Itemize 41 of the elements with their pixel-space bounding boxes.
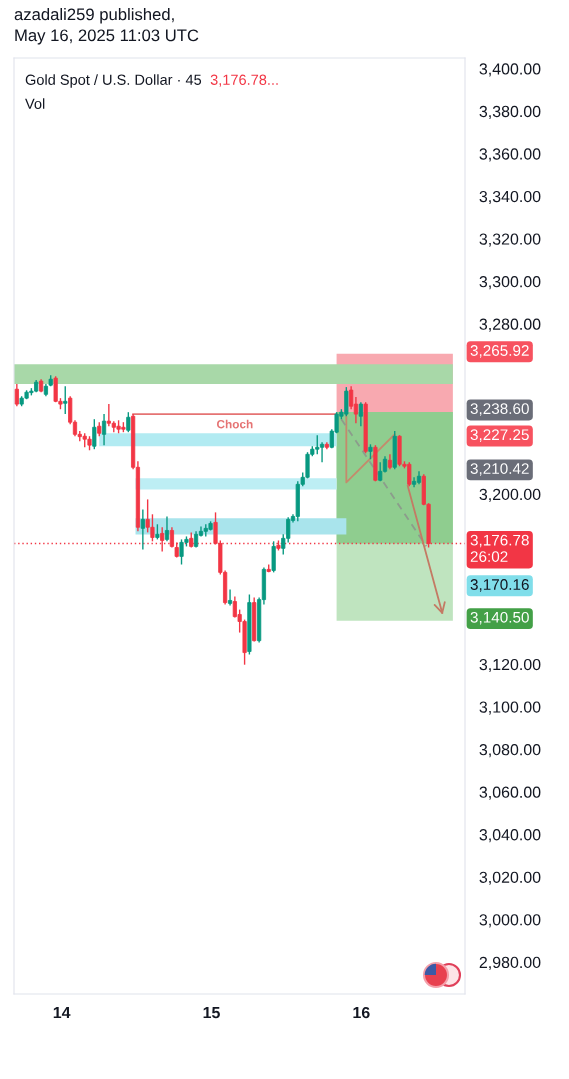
y-tick-label: 3,120.00 xyxy=(479,658,541,673)
y-tick-label: 3,200.00 xyxy=(479,488,541,502)
y-tick-label: 3,080.00 xyxy=(479,744,541,758)
y-tick-label: 3,340.00 xyxy=(479,190,541,205)
y-tick-label: 2,980.00 xyxy=(479,956,541,970)
text: 3,238.60 xyxy=(470,403,529,416)
y-tick-label: 3,280.00 xyxy=(479,318,541,332)
y-tick-label: 3,040.00 xyxy=(479,829,541,843)
candlestick xyxy=(140,508,145,551)
y-tick-label: 3,020.00 xyxy=(479,871,541,885)
ref-line-label: 3,176.78 26:02 xyxy=(470,534,529,562)
text: 3,210.42 xyxy=(470,463,529,476)
text: 3,265.92 xyxy=(470,345,529,358)
y-tick-label: 3,320.00 xyxy=(479,233,541,247)
candlestick xyxy=(319,441,325,463)
text: 3,170.16 xyxy=(470,579,529,592)
y-tick-label: 3,400.00 xyxy=(479,63,541,77)
candlestick xyxy=(63,385,68,415)
annotation: 3,176.78... xyxy=(210,74,278,87)
annotation: Vol xyxy=(25,98,45,109)
candlestick xyxy=(92,418,97,450)
y-tick-label: 3,100.00 xyxy=(479,701,541,715)
x-tick-label: 15 xyxy=(203,1007,220,1019)
series-label: Choch xyxy=(216,419,253,429)
candlestick xyxy=(126,411,131,433)
y-tick-label: 3,000.00 xyxy=(479,914,541,928)
candlestick xyxy=(227,588,233,607)
text: 3,227.25 xyxy=(470,429,529,442)
y-tick-label: 3,360.00 xyxy=(479,148,541,162)
text: 3,140.50 xyxy=(470,611,529,625)
candlestick xyxy=(101,413,107,446)
candlestick xyxy=(14,383,19,407)
y-tick-label: 3,060.00 xyxy=(479,786,541,800)
candlestick xyxy=(358,401,363,427)
chart-subtitle: azadali259 published, May 16, 2025 11:03 UTC xyxy=(14,8,199,45)
text: Gold Spot / U.S. Dollar · 45 xyxy=(25,74,202,88)
x-tick-label: 16 xyxy=(353,1006,370,1019)
y-tick-label: 3,300.00 xyxy=(479,276,541,290)
y-tick-label: 3,380.00 xyxy=(479,105,541,120)
candlestick xyxy=(164,515,170,543)
x-tick-label: 14 xyxy=(53,1007,71,1019)
